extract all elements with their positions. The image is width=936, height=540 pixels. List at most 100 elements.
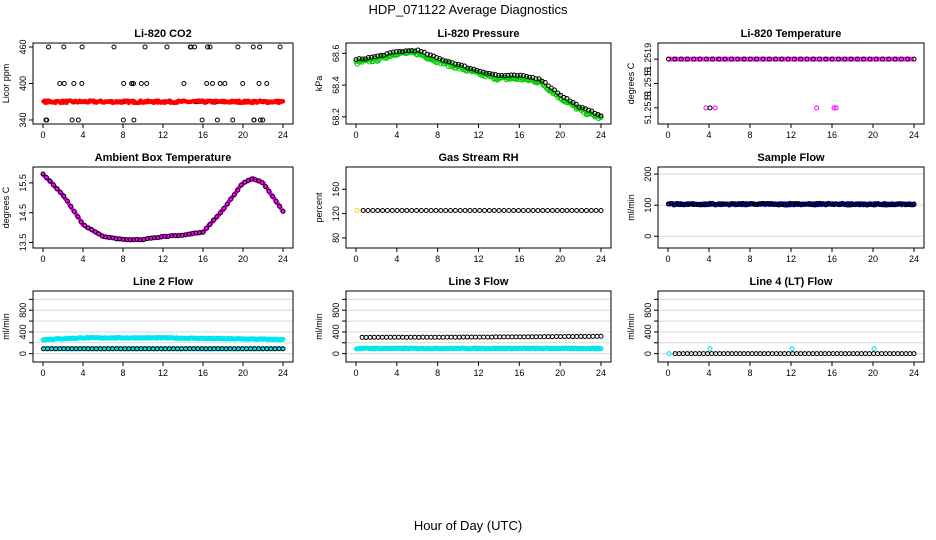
data-point [892,56,898,62]
data-point [203,225,209,231]
data-point [851,56,857,62]
data-point [54,186,60,192]
data-point [530,208,536,214]
x-tick-label: 0 [665,254,670,264]
data-point [369,54,375,60]
data-point [592,110,598,116]
data-point [354,208,360,214]
data-point [164,44,170,50]
y-tick-label: 800 [18,303,28,318]
data-point [850,201,856,207]
y-tick-label: 68.6 [331,45,341,63]
data-point [462,208,468,214]
data-point [799,56,805,62]
data-point [162,233,168,239]
data-point [47,178,53,184]
data-point [810,56,816,62]
data-point [804,56,810,62]
data-point [795,200,801,206]
data-point [812,56,818,62]
data-point [798,202,804,208]
data-point [871,346,877,352]
data-point [570,334,576,340]
data-point [448,334,454,340]
data-point [399,208,405,214]
data-point [801,201,807,207]
series-line3-cyan [354,345,604,352]
data-point [842,56,848,62]
data-point [707,346,713,352]
data-point [880,56,886,62]
data-point [703,105,709,111]
data-point [845,202,851,208]
y-tick-label: 400 [18,324,28,339]
data-point [569,208,575,214]
data-point [814,105,820,111]
data-point [688,56,694,62]
data-point [519,77,525,83]
data-point [703,56,709,62]
data-point [414,208,420,214]
series-line2-black [41,346,286,352]
data-point [537,334,543,340]
data-point [394,208,400,214]
plot-frame [32,290,294,363]
data-point [594,333,600,339]
x-tick-label: 0 [40,368,45,378]
data-point [881,202,887,208]
data-point [89,227,95,233]
x-tick-label: 0 [40,254,45,264]
x-tick-label: 8 [120,130,125,140]
data-point [734,202,740,208]
data-point [768,201,774,207]
y-tick-label: 80 [331,233,341,243]
data-point [535,208,541,214]
data-point [443,58,449,64]
data-point [508,72,514,78]
data-point [751,201,757,207]
x-tick-label: 20 [868,368,878,378]
y-tick-label: 51.2515 [643,92,653,125]
data-point [280,99,286,104]
data-point [536,76,542,82]
data-point [57,81,63,86]
data-point [710,56,716,62]
data-point [809,202,815,208]
data-point [770,202,776,208]
data-point [365,208,371,214]
data-point [903,202,909,208]
data-point [199,117,205,123]
data-point [259,180,265,186]
data-point [280,346,286,352]
data-point [412,334,418,340]
x-tick-label: 16 [827,254,837,264]
data-point [188,44,194,50]
data-point [400,334,406,340]
data-point [280,208,286,214]
data-point [781,202,787,208]
data-point [428,208,434,214]
data-point [356,56,362,62]
data-point [743,202,749,208]
data-point [911,351,917,357]
data-point [814,200,820,206]
data-point [483,70,489,76]
data-point [464,334,470,340]
data-point [872,202,878,208]
data-point [404,208,410,214]
panel-line2: Line 2 Flow 0 4 8 12 16 20 24 0 400 800 ml/min [1,276,294,378]
x-tick-label: 12 [158,368,168,378]
data-point [375,334,381,340]
y-axis-label: ml/min [626,194,636,221]
data-point [404,334,410,340]
data-point [489,334,495,340]
data-point [61,193,67,199]
y-tick-label: 51.2515 [643,67,653,100]
data-point [598,346,604,352]
data-point [444,334,450,340]
x-tick-label: 4 [80,368,85,378]
data-point [113,236,119,242]
data-point [566,333,572,339]
